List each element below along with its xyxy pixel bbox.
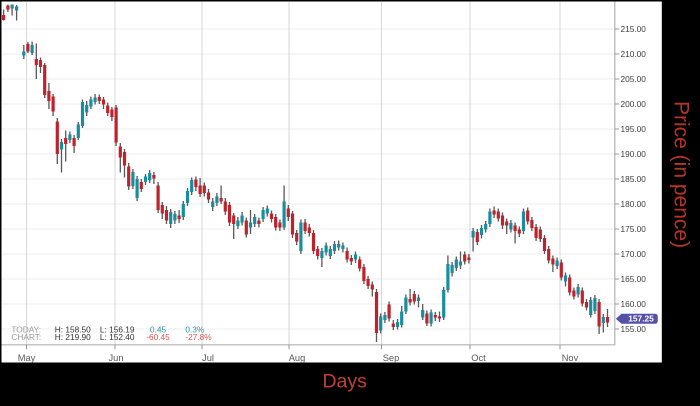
svg-text:-60.45: -60.45 bbox=[146, 332, 170, 342]
svg-text:Sep: Sep bbox=[383, 353, 400, 363]
svg-text:Oct: Oct bbox=[471, 353, 486, 363]
svg-text:Jul: Jul bbox=[202, 353, 214, 363]
svg-text:0.45: 0.45 bbox=[150, 325, 167, 335]
svg-text:Nov: Nov bbox=[562, 353, 579, 363]
svg-text:210.00: 210.00 bbox=[621, 49, 647, 59]
svg-text:215.00: 215.00 bbox=[621, 24, 647, 34]
svg-text:180.00: 180.00 bbox=[621, 199, 647, 209]
svg-text:Days: Days bbox=[322, 371, 367, 393]
svg-text:157.25: 157.25 bbox=[628, 314, 654, 324]
svg-text:-27.8%: -27.8% bbox=[185, 332, 212, 342]
svg-text:Aug: Aug bbox=[289, 353, 306, 363]
svg-text:L: 156.19: L: 156.19 bbox=[100, 325, 135, 335]
svg-text:H: 158.50: H: 158.50 bbox=[55, 325, 91, 335]
svg-text:185.00: 185.00 bbox=[621, 174, 647, 184]
svg-text:170.00: 170.00 bbox=[621, 249, 647, 259]
svg-text:0.3%: 0.3% bbox=[185, 325, 205, 335]
svg-text:L: 152.40: L: 152.40 bbox=[100, 332, 135, 342]
svg-text:TODAY:: TODAY: bbox=[11, 325, 41, 335]
svg-text:205.00: 205.00 bbox=[621, 74, 647, 84]
svg-text:175.00: 175.00 bbox=[621, 224, 647, 234]
svg-text:May: May bbox=[18, 353, 36, 363]
svg-text:155.00: 155.00 bbox=[621, 324, 647, 334]
svg-text:195.00: 195.00 bbox=[621, 124, 647, 134]
svg-text:160.00: 160.00 bbox=[621, 299, 647, 309]
svg-text:Jun: Jun bbox=[109, 353, 124, 363]
svg-text:CHART:: CHART: bbox=[11, 332, 41, 342]
svg-text:190.00: 190.00 bbox=[621, 149, 647, 159]
svg-text:165.00: 165.00 bbox=[621, 274, 647, 284]
svg-text:Price (in pence): Price (in pence) bbox=[670, 101, 693, 248]
svg-text:200.00: 200.00 bbox=[621, 99, 647, 109]
svg-text:H: 219.90: H: 219.90 bbox=[55, 332, 91, 342]
